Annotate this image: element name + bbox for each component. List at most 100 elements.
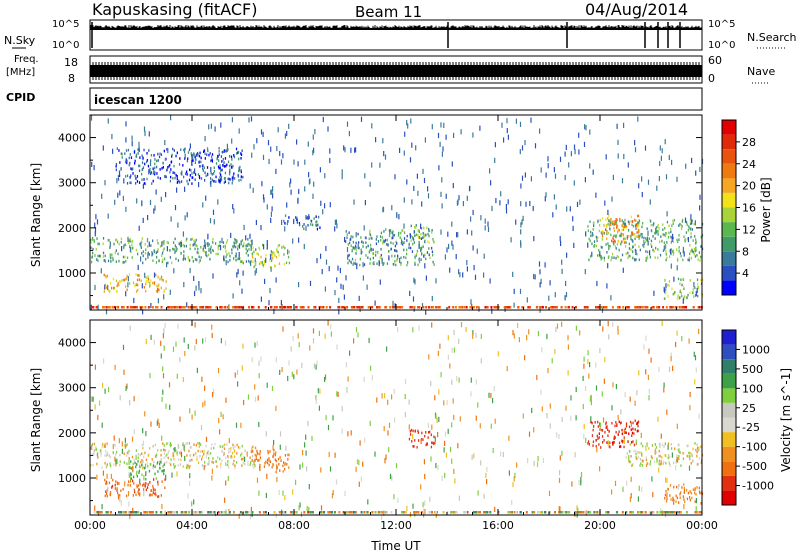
- echo-cell: [183, 337, 185, 343]
- echo-cell: [672, 236, 674, 240]
- echo-cell: [594, 421, 596, 424]
- echo-cell: [526, 335, 528, 341]
- echo-cell: [146, 152, 148, 155]
- echo-cell: [428, 431, 430, 434]
- echo-cell: [209, 152, 211, 155]
- echo-cell: [391, 236, 393, 240]
- echo-cell: [112, 286, 115, 290]
- echo-cell: [147, 164, 150, 168]
- echo-cell: [613, 437, 615, 440]
- echo-cell: [155, 493, 157, 497]
- echo-cell: [601, 238, 603, 241]
- echo-cell: [188, 442, 191, 445]
- echo-cell: [654, 237, 656, 240]
- echo-cell: [544, 196, 546, 202]
- y-tick-label: 3000: [58, 177, 86, 190]
- echo-cell: [380, 247, 382, 251]
- echo-cell: [152, 252, 154, 255]
- echo-cell: [279, 444, 281, 450]
- echo-cell: [157, 449, 159, 452]
- echo-cell: [96, 237, 98, 240]
- echo-cell: [457, 443, 459, 449]
- echo-cell: [164, 486, 166, 490]
- echo-cell: [682, 277, 684, 281]
- echo-cell: [114, 199, 116, 205]
- echo-cell: [344, 236, 346, 243]
- echo-cell: [100, 268, 102, 274]
- echo-cell: [440, 122, 442, 128]
- echo-cell: [128, 239, 130, 242]
- echo-cell: [215, 180, 217, 183]
- echo-cell: [128, 273, 131, 276]
- echo-cell: [95, 448, 97, 452]
- echo-cell: [646, 256, 649, 260]
- echo-cell: [432, 306, 435, 309]
- echo-cell: [212, 241, 214, 244]
- echo-cell: [165, 175, 167, 179]
- echo-cell: [308, 484, 310, 490]
- echo-cell: [635, 449, 637, 453]
- echo-cell: [559, 236, 561, 242]
- echo-cell: [487, 226, 490, 232]
- echo-cell: [107, 118, 109, 124]
- echo-cell: [114, 251, 116, 255]
- echo-cell: [197, 251, 199, 255]
- echo-cell: [155, 273, 157, 277]
- colorbar-swatch: [722, 149, 736, 164]
- echo-cell: [179, 416, 181, 422]
- echo-cell: [150, 279, 152, 282]
- echo-cell: [430, 306, 433, 309]
- echo-cell: [428, 241, 430, 244]
- echo-cell: [607, 321, 609, 327]
- echo-cell: [305, 434, 307, 440]
- echo-cell: [395, 306, 398, 309]
- echo-cell: [603, 224, 605, 227]
- echo-cell: [683, 498, 685, 501]
- echo-cell: [249, 233, 251, 239]
- echo-cell: [411, 440, 413, 443]
- echo-cell: [605, 421, 607, 424]
- echo-cell: [179, 241, 182, 244]
- echo-cell: [202, 247, 204, 251]
- echo-cell: [137, 490, 139, 494]
- echo-cell: [417, 263, 419, 267]
- echo-cell: [696, 486, 698, 489]
- echo-cell: [226, 163, 228, 167]
- echo-cell: [124, 437, 126, 443]
- echo-cell: [129, 176, 131, 179]
- echo-cell: [680, 464, 682, 467]
- echo-cell: [580, 480, 582, 486]
- echo-cell: [283, 253, 285, 256]
- echo-cell: [449, 267, 451, 273]
- echo-cell: [116, 238, 118, 242]
- echo-cell: [698, 251, 701, 254]
- echo-cell: [678, 297, 680, 300]
- echo-cell: [316, 220, 318, 223]
- echo-cell: [126, 274, 128, 278]
- echo-cell: [263, 262, 266, 265]
- echo-cell: [492, 447, 494, 454]
- echo-cell: [246, 511, 249, 514]
- echo-cell: [159, 462, 161, 466]
- echo-cell: [585, 231, 587, 237]
- echo-cell: [655, 228, 657, 231]
- echo-cell: [369, 249, 371, 253]
- echo-cell: [657, 223, 659, 227]
- echo-cell: [313, 147, 315, 153]
- echo-cell: [597, 236, 599, 239]
- echo-cell: [660, 235, 662, 238]
- echo-cell: [199, 306, 202, 309]
- echo-cell: [135, 454, 137, 460]
- echo-cell: [262, 154, 265, 160]
- echo-cell: [143, 455, 145, 459]
- echo-cell: [583, 141, 586, 147]
- echo-cell: [240, 153, 243, 156]
- echo-cell: [94, 254, 96, 257]
- echo-cell: [182, 377, 184, 383]
- echo-cell: [676, 454, 678, 458]
- echo-cell: [168, 449, 170, 453]
- echo-cell: [692, 306, 695, 309]
- echo-cell: [409, 290, 411, 296]
- echo-cell: [110, 282, 112, 285]
- echo-cell: [231, 176, 234, 179]
